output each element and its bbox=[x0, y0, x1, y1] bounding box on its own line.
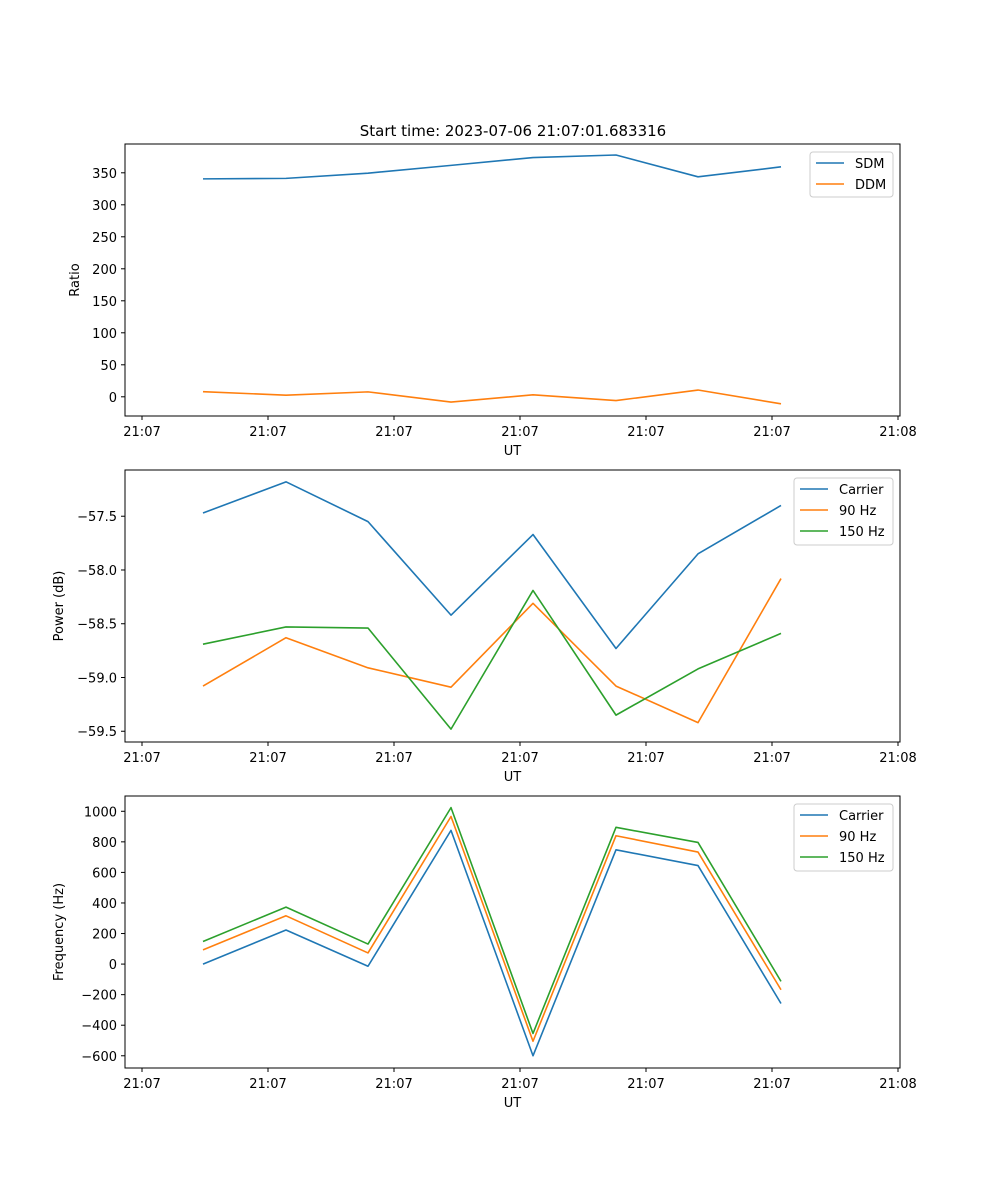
x-tick-label: 21:07 bbox=[375, 751, 412, 766]
series-line-carrier bbox=[202, 481, 782, 650]
axes-frame bbox=[124, 143, 901, 417]
y-tick-label: 350 bbox=[92, 167, 117, 182]
x-tick-label: 21:07 bbox=[123, 425, 160, 440]
y-tick-label: −57.5 bbox=[77, 510, 117, 525]
y-tick-label: 100 bbox=[92, 327, 117, 342]
legend-box bbox=[793, 477, 894, 546]
y-tick-label: 150 bbox=[92, 295, 117, 310]
x-axis-label: UT bbox=[504, 770, 522, 785]
x-tick-label: 21:07 bbox=[123, 751, 160, 766]
x-tick-label: 21:07 bbox=[753, 751, 790, 766]
legend: SDM DDM bbox=[809, 151, 894, 198]
legend-label: DDM bbox=[855, 178, 886, 193]
y-tick-label: 200 bbox=[92, 928, 117, 943]
series-line-90-hz bbox=[202, 815, 782, 1043]
x-axis-label: UT bbox=[504, 444, 522, 459]
legend-label: 150 Hz bbox=[839, 851, 885, 866]
y-tick-label: 600 bbox=[92, 866, 117, 881]
y-tick-label: 0 bbox=[109, 958, 117, 973]
series-line-ddm bbox=[202, 389, 782, 405]
y-tick-label: 50 bbox=[100, 359, 117, 374]
y-tick-label: −59.5 bbox=[77, 725, 117, 740]
chart-panel-1: 21:07 21:07 21:07 21:07 21:07 21:07 21:08 UT 0 50… bbox=[68, 143, 917, 459]
x-tick-label: 21:07 bbox=[627, 425, 664, 440]
y-tick-label: −400 bbox=[81, 1019, 117, 1034]
y-tick-label: 1000 bbox=[84, 805, 117, 820]
legend-label: 90 Hz bbox=[839, 830, 876, 845]
x-tick-label: 21:07 bbox=[501, 425, 538, 440]
x-tick-label: 21:07 bbox=[627, 751, 664, 766]
chart-panel-2: 21:07 21:07 21:07 21:07 21:07 21:07 21:08 UT −59… bbox=[52, 469, 917, 785]
legend: Carrier 90 Hz 150 Hz bbox=[793, 477, 894, 546]
legend-label: Carrier bbox=[839, 809, 884, 824]
x-tick-label: 21:07 bbox=[753, 425, 790, 440]
x-axis-label: UT bbox=[504, 1096, 522, 1111]
series-line-sdm bbox=[202, 154, 782, 180]
y-tick-label: −58.5 bbox=[77, 618, 117, 633]
series-line-150-hz bbox=[202, 589, 782, 730]
legend-label: 90 Hz bbox=[839, 504, 876, 519]
series-line-150-hz bbox=[202, 806, 782, 1035]
y-axis-label: Frequency (Hz) bbox=[52, 883, 67, 981]
y-tick-label: 800 bbox=[92, 836, 117, 851]
y-tick-label: −200 bbox=[81, 989, 117, 1004]
x-tick-label: 21:08 bbox=[879, 1077, 916, 1092]
x-tick-label: 21:08 bbox=[879, 425, 916, 440]
x-tick-label: 21:07 bbox=[249, 751, 286, 766]
axes-frame bbox=[124, 469, 901, 743]
y-tick-label: 200 bbox=[92, 263, 117, 278]
x-tick-label: 21:07 bbox=[627, 1077, 664, 1092]
x-tick-label: 21:07 bbox=[501, 1077, 538, 1092]
chart-panel-3: 21:07 21:07 21:07 21:07 21:07 21:07 21:08 UT −60… bbox=[52, 795, 917, 1111]
y-tick-label: −58.0 bbox=[77, 564, 117, 579]
legend: Carrier 90 Hz 150 Hz bbox=[793, 803, 894, 872]
x-tick-label: 21:07 bbox=[249, 425, 286, 440]
figure-title: Start time: 2023-07-06 21:07:01.683316 bbox=[360, 122, 666, 140]
y-tick-label: 250 bbox=[92, 231, 117, 246]
x-tick-label: 21:07 bbox=[501, 751, 538, 766]
y-tick-label: 0 bbox=[109, 391, 117, 406]
x-tick-label: 21:07 bbox=[375, 1077, 412, 1092]
x-tick-label: 21:07 bbox=[123, 1077, 160, 1092]
legend-box bbox=[793, 803, 894, 872]
y-axis-label: Ratio bbox=[68, 263, 83, 296]
x-tick-label: 21:07 bbox=[753, 1077, 790, 1092]
x-tick-label: 21:08 bbox=[879, 751, 916, 766]
y-tick-label: 300 bbox=[92, 199, 117, 214]
y-tick-label: −600 bbox=[81, 1050, 117, 1065]
series-line-90-hz bbox=[202, 578, 782, 724]
series-line-carrier bbox=[202, 829, 782, 1057]
axes-frame bbox=[124, 795, 901, 1069]
x-tick-label: 21:07 bbox=[249, 1077, 286, 1092]
x-tick-label: 21:07 bbox=[375, 425, 412, 440]
y-axis-label: Power (dB) bbox=[52, 571, 67, 642]
y-tick-label: −59.0 bbox=[77, 671, 117, 686]
legend-label: Carrier bbox=[839, 483, 884, 498]
y-tick-label: 400 bbox=[92, 897, 117, 912]
legend-label: 150 Hz bbox=[839, 525, 885, 540]
legend-label: SDM bbox=[855, 157, 884, 172]
